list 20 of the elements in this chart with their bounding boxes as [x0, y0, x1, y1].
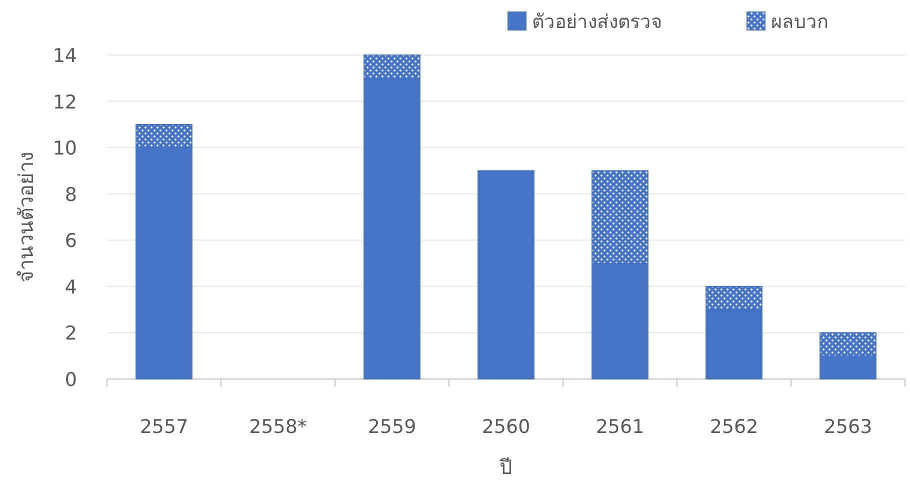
x-tick-label: 2563	[824, 416, 872, 438]
y-tick-label: 0	[64, 369, 77, 391]
bar	[478, 170, 534, 380]
legend-label: ตัวอย่างส่งตรวจ	[532, 11, 662, 33]
y-tick-label: 12	[52, 91, 77, 114]
y-tick-label: 8	[64, 184, 77, 206]
x-tick-label: 2558*	[249, 416, 307, 438]
y-tick-label: 10	[52, 138, 77, 160]
y-tick-label: 6	[64, 230, 77, 252]
y-tick-label: 4	[64, 276, 77, 298]
x-axis-title: ปี	[500, 455, 512, 479]
x-tick-label: 2557	[140, 416, 188, 438]
x-tick-label: 2559	[368, 416, 416, 438]
y-axis-title: จำนวนตัวอย่าง	[14, 152, 38, 282]
x-tick-label: 2560	[482, 416, 530, 438]
y-tick-label: 14	[52, 45, 77, 67]
y-tick-label: 2	[64, 322, 77, 345]
legend-label: ผลบวก	[771, 11, 829, 33]
x-tick-label: 2561	[596, 416, 644, 438]
x-tick-label: 2562	[710, 416, 758, 438]
